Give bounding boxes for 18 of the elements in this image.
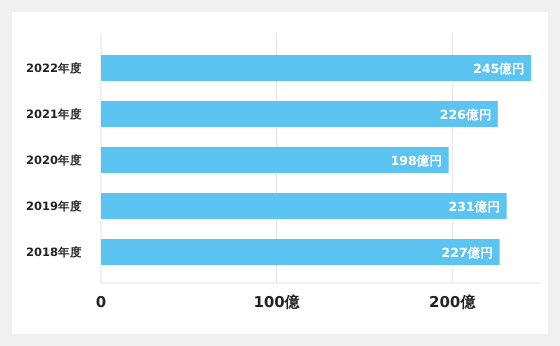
data-label: 227億円	[442, 245, 494, 260]
x-tick-label: 200億	[429, 293, 476, 311]
y-tick-label: 2019年度	[26, 199, 82, 213]
data-label: 198億円	[390, 153, 443, 168]
y-tick-label: 2022年度	[26, 61, 82, 75]
bar	[101, 193, 507, 219]
x-tick-label: 0	[96, 293, 106, 311]
bar	[101, 147, 449, 173]
y-tick-label: 2018年度	[26, 245, 82, 259]
y-tick-label: 2021年度	[26, 107, 82, 121]
bar	[101, 55, 532, 81]
bar	[101, 101, 498, 127]
y-tick-label: 2020年度	[26, 153, 82, 167]
bar	[101, 239, 500, 265]
data-label: 231億円	[448, 199, 501, 214]
data-label: 245億円	[473, 61, 526, 76]
data-label: 226億円	[440, 107, 492, 122]
x-tick-label: 100億	[253, 293, 301, 311]
